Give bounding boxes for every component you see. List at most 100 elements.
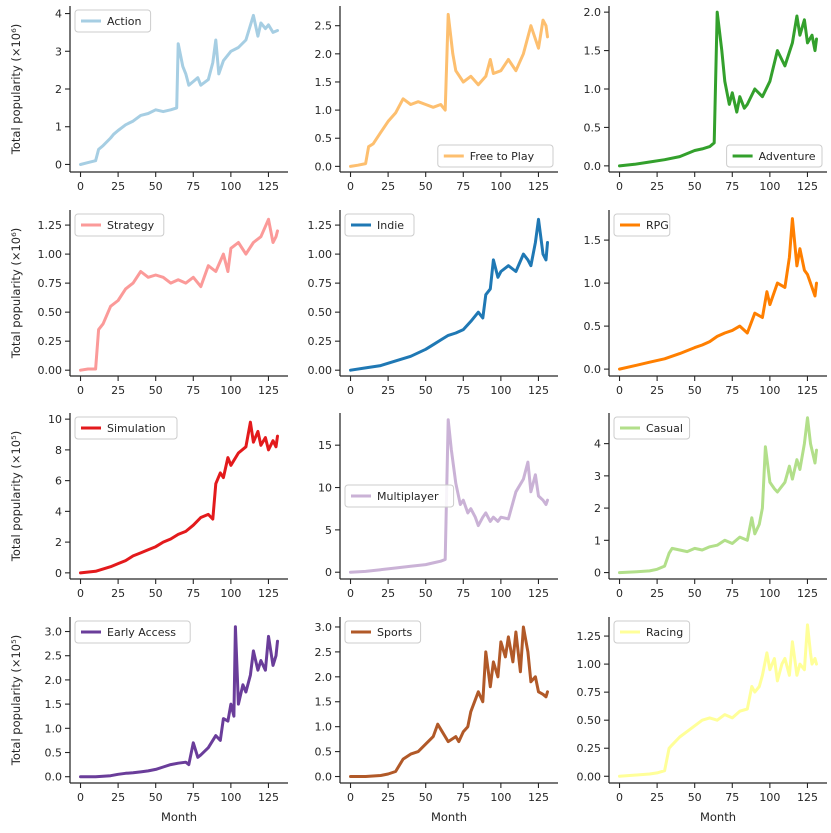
y-tick-label: 0.50 <box>577 714 602 727</box>
x-tick-label: 25 <box>381 587 395 600</box>
y-tick-label: 0.5 <box>315 746 333 759</box>
y-tick-label: 3.0 <box>45 626 63 639</box>
y-tick-label: 1.00 <box>308 248 333 261</box>
legend-box <box>613 620 691 644</box>
legend-box <box>344 620 422 644</box>
x-tick-label: 125 <box>528 791 549 804</box>
y-tick-label: 0.0 <box>584 363 602 376</box>
y-tick-label: 1.25 <box>38 219 63 232</box>
subplot-sports: 0.0 0.5 1.0 1.5 2.0 2.5 3.0 0 25 50 75 100 125 Sports… <box>315 617 558 824</box>
legend: Early Access <box>74 620 191 644</box>
subplot-indie: 0.00 0.25 0.50 0.75 1.00 1.25 0 25 50 75 100 125 Ind… <box>308 210 558 397</box>
legend-label: Indie <box>377 219 404 232</box>
y-tick-label: 4 <box>55 505 62 518</box>
x-tick-label: 50 <box>149 791 163 804</box>
y-tick-label: 1 <box>594 534 601 547</box>
legend-box <box>74 213 165 237</box>
y-tick-label: 2.0 <box>315 48 333 61</box>
x-tick-label: 50 <box>419 384 433 397</box>
y-tick-label: 1.0 <box>45 722 63 735</box>
x-axis-label: Month <box>161 810 197 824</box>
x-tick-label: 25 <box>381 791 395 804</box>
y-tick-label: 0.50 <box>38 306 63 319</box>
y-tick-label: 0.75 <box>577 686 602 699</box>
x-tick-label: 75 <box>456 180 470 193</box>
subplot-multiplayer: 0 5 10 15 0 25 50 75 100 125 Multiplayer <box>318 413 558 600</box>
legend: Multiplayer <box>344 484 455 508</box>
legend-label: Casual <box>646 422 683 435</box>
legend-label: Adventure <box>759 150 816 163</box>
series-line <box>618 10 818 168</box>
y-tick-label: 0.50 <box>308 306 333 319</box>
y-tick-label: 0.5 <box>45 747 63 760</box>
y-tick-label: 2.5 <box>315 646 333 659</box>
y-tick-label: 1.5 <box>45 698 63 711</box>
x-tick-label: 25 <box>111 587 125 600</box>
x-tick-label: 25 <box>381 180 395 193</box>
y-tick-label: 1.0 <box>584 83 602 96</box>
y-tick-label: 10 <box>48 413 62 426</box>
x-tick-label: 0 <box>347 791 354 804</box>
x-tick-label: 100 <box>759 180 780 193</box>
y-tick-label: 2.0 <box>584 6 602 19</box>
subplot-rpg: 0.0 0.5 1.0 1.5 0 25 50 75 100 125 RPG <box>584 210 827 397</box>
x-tick-label: 25 <box>111 791 125 804</box>
y-tick-label: 15 <box>318 439 332 452</box>
x-tick-label: 50 <box>419 180 433 193</box>
y-tick-label: 3 <box>594 470 601 483</box>
legend-box <box>344 213 415 237</box>
x-tick-label: 100 <box>490 180 511 193</box>
y-tick-label: 0.5 <box>315 132 333 145</box>
y-tick-label: 0.0 <box>45 771 63 784</box>
x-tick-label: 125 <box>797 180 818 193</box>
x-tick-label: 50 <box>149 587 163 600</box>
legend-label: Sports <box>377 626 413 639</box>
y-tick-label: 0 <box>325 566 332 579</box>
y-tick-label: 2.5 <box>315 20 333 33</box>
x-tick-label: 0 <box>616 587 623 600</box>
y-tick-label: 0.25 <box>308 335 333 348</box>
x-tick-label: 75 <box>725 587 739 600</box>
x-tick-label: 75 <box>186 587 200 600</box>
y-tick-label: 1.5 <box>315 696 333 709</box>
y-tick-label: 0.75 <box>308 277 333 290</box>
x-tick-label: 125 <box>797 587 818 600</box>
x-tick-label: 75 <box>186 791 200 804</box>
legend: Strategy <box>74 213 165 237</box>
x-tick-label: 50 <box>688 180 702 193</box>
y-tick-label: 4 <box>55 8 62 21</box>
y-tick-label: 0 <box>55 158 62 171</box>
series-line <box>349 217 549 372</box>
y-tick-label: 0.0 <box>315 771 333 784</box>
x-tick-label: 75 <box>186 384 200 397</box>
series-line <box>349 418 549 574</box>
y-tick-label: 10 <box>318 482 332 495</box>
x-tick-label: 0 <box>77 587 84 600</box>
series-line <box>79 217 279 372</box>
x-tick-label: 75 <box>456 384 470 397</box>
x-tick-label: 0 <box>77 791 84 804</box>
y-axis-label: Total popularity (×10⁶) <box>9 24 23 155</box>
y-tick-label: 1.5 <box>584 234 602 247</box>
y-tick-label: 0.25 <box>577 742 602 755</box>
y-tick-label: 6 <box>55 475 62 488</box>
legend: Casual <box>613 416 691 440</box>
x-tick-label: 25 <box>650 587 664 600</box>
x-tick-label: 100 <box>220 791 241 804</box>
legend: Action <box>74 9 152 33</box>
x-tick-label: 50 <box>149 384 163 397</box>
y-tick-label: 5 <box>325 524 332 537</box>
legend-label: Racing <box>646 626 683 639</box>
x-tick-label: 100 <box>490 384 511 397</box>
x-tick-label: 100 <box>220 180 241 193</box>
legend-box <box>437 144 554 168</box>
x-tick-label: 25 <box>650 791 664 804</box>
legend-label: Free to Play <box>470 150 535 163</box>
x-tick-label: 125 <box>528 180 549 193</box>
legend: Sports <box>344 620 422 644</box>
subplot-casual: 0 1 2 3 4 0 25 50 75 100 125 Casual <box>594 413 827 600</box>
series-line <box>349 625 549 778</box>
x-tick-label: 50 <box>419 791 433 804</box>
y-tick-label: 3.0 <box>315 621 333 634</box>
